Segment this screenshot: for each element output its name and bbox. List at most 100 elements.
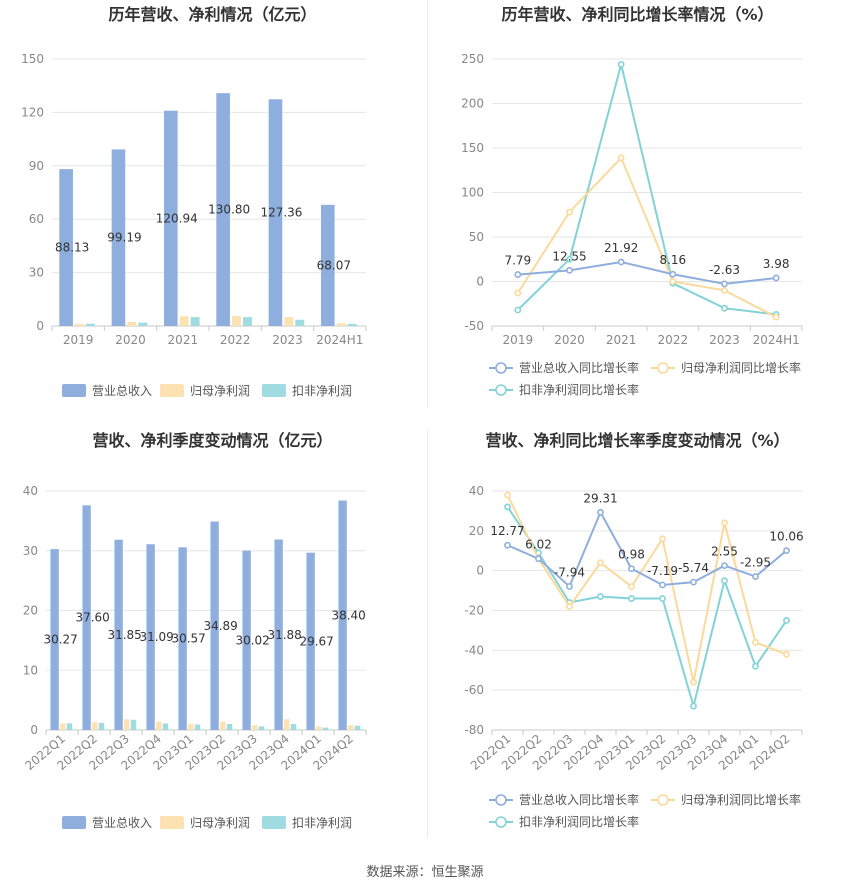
legend-label: 扣非净利润同比增长率 (519, 814, 639, 829)
series-line (517, 260, 777, 285)
annual-revenue-profit-bar-chart: 历年营收、净利情况（亿元） 0 30 60 90 120 150 2019 2020 2021 20… (0, 0, 425, 408)
bar-revenue (320, 204, 335, 326)
bar-revenue (274, 539, 283, 730)
y-tick-label: 150 (21, 52, 44, 66)
bar-net-profit (316, 726, 322, 730)
quarterly-growth-rate-line-chart: 营收、净利同比增长率季度变动情况（%） -80 -60 -40 -20 0 20 40 2022… (425, 430, 850, 850)
bar-revenue (306, 552, 315, 730)
bar-revenue (111, 149, 126, 326)
chart-svg: 历年营收、净利情况（亿元） 0 30 60 90 120 150 2019 2020 2021 20… (21, 5, 367, 398)
chart-title: 历年营收、净利情况（亿元） (108, 5, 316, 24)
line-data-label: 7.79 (504, 254, 531, 268)
y-tick-label: 90 (29, 159, 44, 173)
bar-deducted-profit (130, 719, 137, 730)
y-tick-label: 30 (23, 544, 38, 558)
bar-deducted-profit (138, 322, 148, 326)
series-point (514, 271, 522, 278)
series-point (504, 503, 511, 511)
bar-net-profit (252, 725, 258, 730)
bar-data-label: 30.27 (43, 633, 77, 647)
legend-swatch (262, 816, 286, 829)
bar-net-profit (284, 719, 290, 730)
y-tick-label: 20 (23, 604, 38, 618)
bar-revenue (178, 547, 187, 730)
series-point (783, 617, 790, 624)
series-point (772, 313, 780, 321)
bar-data-label: 127.36 (260, 206, 302, 220)
legend-marker (657, 362, 669, 374)
bar-deducted-profit (86, 323, 95, 326)
bar-data-label: 31.88 (267, 628, 301, 642)
bar-deducted-profit (194, 724, 201, 730)
bar-deducted-profit (347, 323, 357, 326)
bar-data-label: 68.07 (317, 258, 351, 272)
bar-net-profit (284, 317, 294, 326)
bar-deducted-profit (98, 722, 105, 730)
x-tick-label: 2022 (220, 333, 251, 347)
series-point (566, 255, 573, 263)
y-tick-label: 150 (461, 141, 484, 155)
bar-data-label: 38.40 (331, 608, 365, 622)
series-point (752, 638, 759, 646)
series-point (566, 603, 573, 610)
bar-deducted-profit (243, 317, 252, 326)
bar-deducted-profit (354, 725, 361, 730)
line-data-label: 6.02 (525, 538, 552, 552)
series-point (690, 702, 697, 710)
series-point (659, 595, 666, 602)
bar-revenue (216, 93, 230, 327)
legend-label: 归母净利润同比增长率 (681, 792, 801, 807)
series-point (721, 577, 728, 585)
series-point (783, 650, 790, 658)
vertical-divider-bottom (427, 430, 428, 838)
series-point (752, 662, 759, 670)
bar-revenue (210, 521, 219, 730)
legend-swatch (262, 384, 286, 397)
x-tick-label: 2024H1 (316, 333, 363, 347)
bar-net-profit (220, 721, 226, 730)
line-data-label: 8.16 (659, 253, 686, 267)
chart-svg: 营收、净利季度变动情况（亿元）0102030402022Q12022Q22022… (22, 431, 367, 830)
bar-net-profit (60, 723, 66, 730)
legend-label: 营业总收入 (92, 816, 152, 830)
x-tick-label: 2022 (658, 333, 689, 347)
bar-deducted-profit (226, 724, 233, 730)
bar-data-label: 31.09 (139, 630, 173, 644)
y-tick-label: -20 (464, 604, 484, 618)
bar-net-profit (336, 323, 346, 326)
bar-data-label: 30.57 (171, 632, 205, 646)
bar-deducted-profit (258, 726, 265, 730)
x-tick-label: 2021 (606, 333, 637, 347)
series-point (628, 583, 635, 590)
y-tick-label: 50 (469, 230, 484, 244)
x-tick-label: 2020 (554, 333, 585, 347)
series-point (690, 578, 697, 586)
y-tick-label: 20 (469, 524, 484, 538)
x-tick-label: 2020 (115, 333, 146, 347)
bar-data-label: 30.02 (235, 633, 269, 647)
y-tick-label: 0 (476, 564, 484, 578)
y-tick-label: 30 (29, 266, 44, 280)
series-line (506, 506, 788, 710)
bar-data-label: 120.94 (156, 211, 198, 225)
legend-marker (495, 794, 507, 806)
line-data-label: 10.06 (769, 530, 803, 544)
bar-net-profit (124, 719, 130, 730)
series-point (669, 270, 677, 278)
x-tick-label: 2021 (168, 333, 199, 347)
bar-data-label: 88.13 (55, 241, 89, 255)
bar-net-profit (179, 316, 189, 326)
bar-data-label: 130.80 (208, 203, 250, 217)
series-point (628, 595, 635, 602)
y-tick-label: 10 (23, 663, 38, 677)
bar-data-label: 29.67 (299, 634, 333, 648)
line-data-label: 2.55 (711, 545, 738, 559)
bar-revenue (242, 550, 251, 730)
series-point (721, 519, 728, 527)
vertical-divider-top (427, 0, 428, 408)
series-point (783, 547, 790, 555)
y-tick-label: -80 (464, 723, 484, 737)
legend-label: 归母净利润同比增长率 (681, 360, 801, 375)
bar-deducted-profit (66, 723, 73, 730)
y-tick-label: 0 (36, 319, 44, 333)
